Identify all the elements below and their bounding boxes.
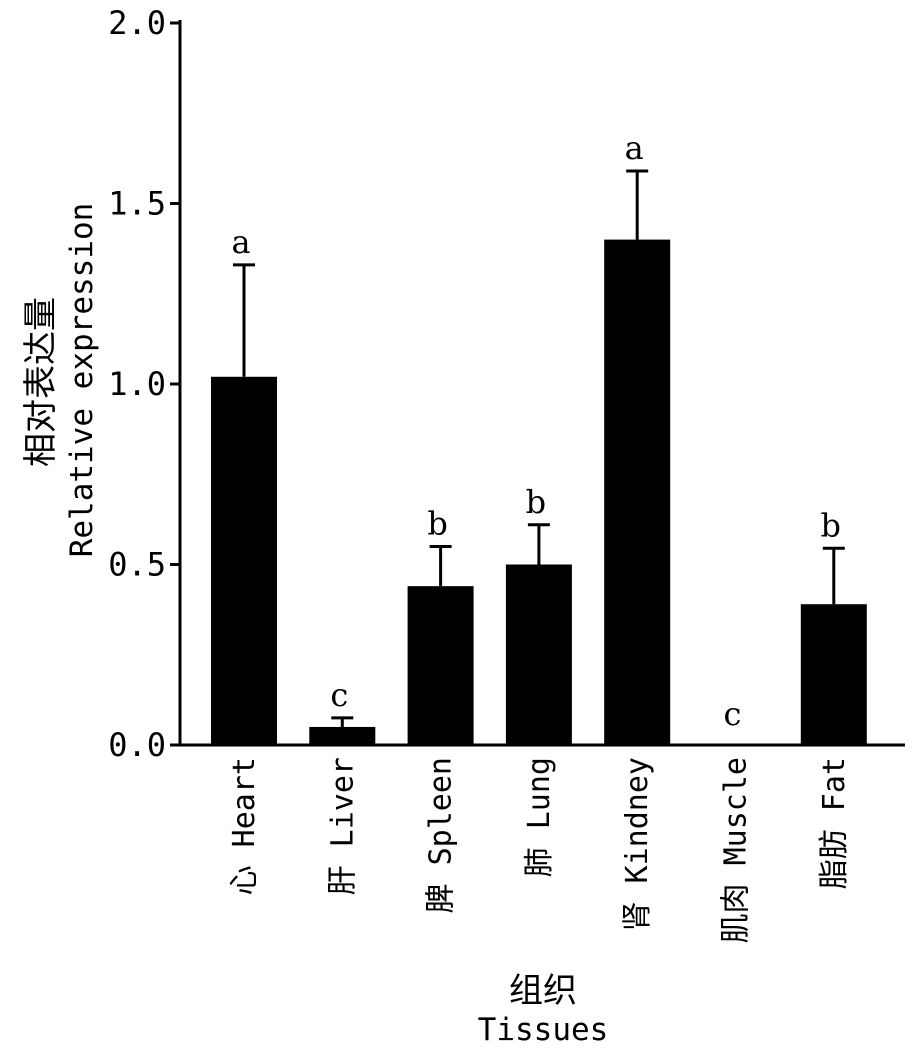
bar (604, 239, 671, 745)
significance-letter: b (821, 506, 841, 544)
x-axis-label-en: Tissues (478, 1012, 609, 1048)
y-axis-label-en: Relative expression (64, 203, 100, 558)
bar (309, 726, 376, 745)
x-axis-label-cn: 组织 (509, 971, 577, 1011)
significance-letter: c (724, 695, 742, 733)
y-axis-label-cn: 相对表达量 (21, 297, 61, 467)
bars-group: a c b b a c b (211, 129, 867, 745)
x-tick-label: 肌肉 Muscle (719, 757, 754, 943)
significance-letter: b (427, 504, 447, 542)
x-tick-label: 脂肪 Fat (817, 757, 852, 889)
significance-letter: a (231, 223, 250, 261)
x-axis-tick-labels: 心 Heart 肝 Liver 脾 Spleen 肺 Lung 肾 Kindney 肌肉 … (227, 757, 852, 943)
y-tick-label: 1.0 (108, 365, 166, 403)
y-tick-label: 1.5 (108, 185, 166, 223)
y-axis-ticks: 0.0 0.5 1.0 1.5 2.0 (108, 4, 180, 764)
x-tick-label: 肝 Liver (325, 757, 360, 895)
x-tick-label: 心 Heart (227, 757, 262, 895)
x-tick-label: 肺 Lung (522, 757, 557, 877)
significance-letter: b (526, 483, 546, 521)
bar (800, 604, 867, 745)
y-tick-label: 0.5 (108, 546, 166, 584)
bar (505, 564, 572, 745)
x-tick-label: 肾 Kindney (620, 757, 655, 932)
x-tick-label: 脾 Spleen (424, 757, 459, 913)
bar (407, 586, 474, 745)
y-tick-label: 0.0 (108, 726, 166, 764)
significance-letter: a (625, 129, 644, 167)
significance-letter: c (330, 676, 348, 714)
bar (211, 376, 277, 745)
y-tick-label: 2.0 (108, 4, 166, 42)
